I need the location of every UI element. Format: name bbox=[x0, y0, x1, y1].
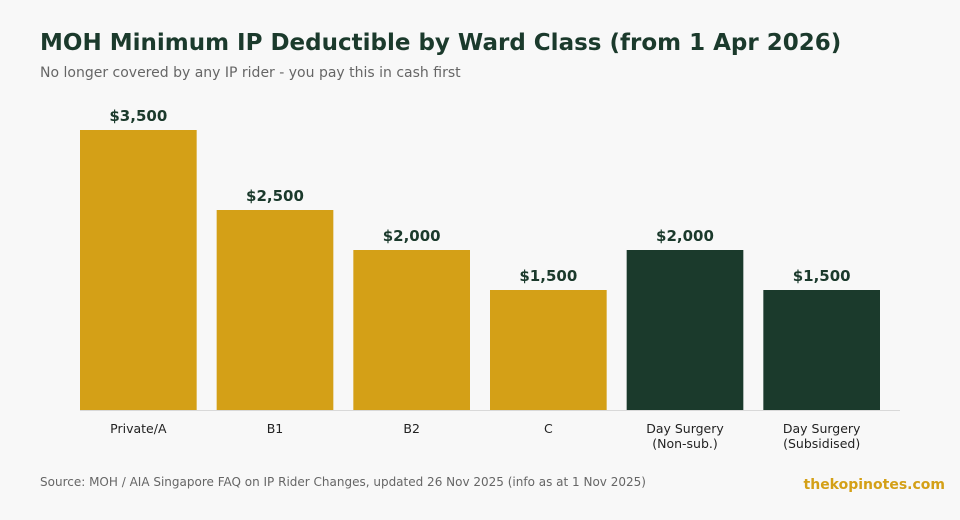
chart-title: MOH Minimum IP Deductible by Ward Class … bbox=[40, 30, 842, 56]
bar bbox=[216, 210, 334, 410]
data-label: $1,500 bbox=[519, 267, 577, 285]
brand-label: thekopinotes.com bbox=[803, 477, 945, 493]
bar bbox=[626, 250, 744, 410]
data-label: $1,500 bbox=[793, 267, 851, 285]
category-label: B1 bbox=[267, 421, 284, 436]
data-label: $2,000 bbox=[383, 227, 441, 245]
bar bbox=[763, 290, 880, 410]
bar bbox=[490, 290, 607, 410]
category-label: B2 bbox=[403, 421, 420, 436]
category-label: (Non-sub.) bbox=[652, 436, 718, 451]
data-label: $3,500 bbox=[109, 107, 167, 125]
category-label: Private/A bbox=[110, 421, 167, 436]
category-label: (Subsidised) bbox=[783, 436, 860, 451]
category-label: Day Surgery bbox=[646, 421, 724, 436]
chart-subtitle: No longer covered by any IP rider - you … bbox=[40, 65, 461, 81]
source-note: Source: MOH / AIA Singapore FAQ on IP Ri… bbox=[40, 475, 646, 489]
bar bbox=[80, 130, 197, 410]
bar bbox=[353, 250, 470, 410]
bar-chart: $3,500 Private/A $2,500 B1 $2,000 B2 $1,500 C $2… bbox=[80, 107, 900, 451]
category-label: Day Surgery bbox=[783, 421, 861, 436]
data-label: $2,000 bbox=[656, 227, 714, 245]
category-label: C bbox=[544, 421, 553, 436]
data-label: $2,500 bbox=[246, 187, 304, 205]
